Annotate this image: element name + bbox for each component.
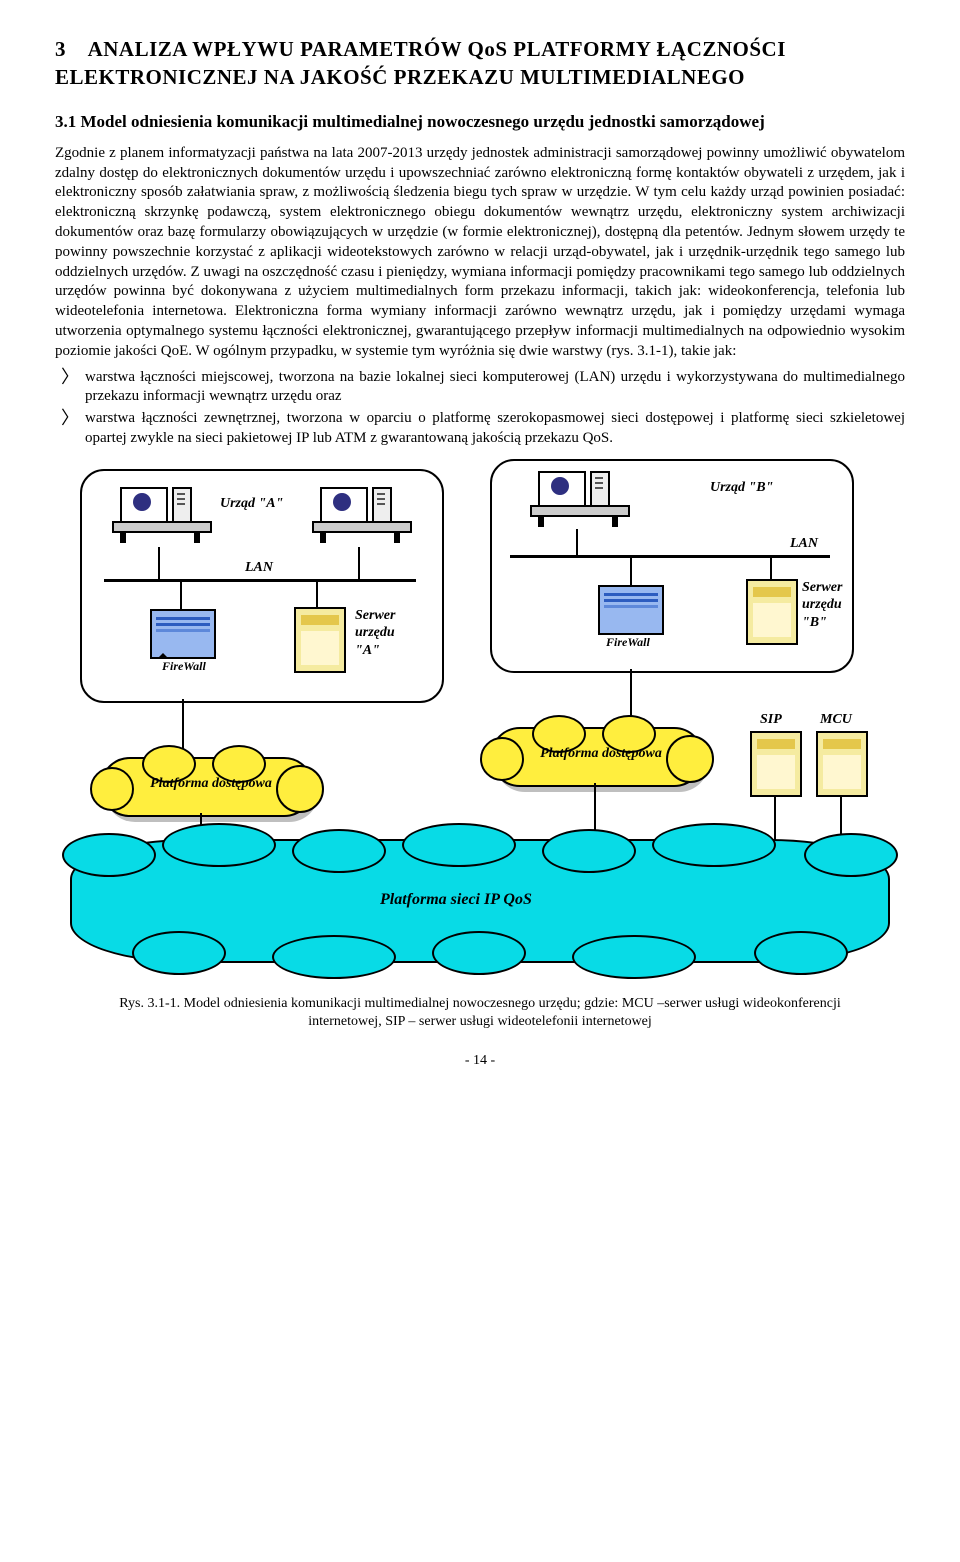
chapter-title: ANALIZA WPŁYWU PARAMETRÓW QoS PLATFORMY … — [55, 37, 786, 89]
firewall-label-b: FireWall — [606, 635, 650, 651]
mcu-label: MCU — [820, 711, 852, 729]
figure: Urząd "A" LAN FireWall Serwer urzędu "A"… — [70, 459, 890, 979]
workstation-icon — [530, 471, 650, 533]
ip-qos-label: Platforma sieci IP QoS — [380, 889, 532, 910]
lan-line — [510, 555, 830, 558]
workstation-icon — [112, 487, 232, 549]
bullet-list: warstwa łączności miejscowej, tworzona n… — [55, 368, 905, 449]
lan-label-a: LAN — [245, 559, 273, 577]
access-platform-label-b: Platforma dostępowa — [516, 745, 686, 763]
server-b-label: Serwer urzędu "B" — [802, 579, 842, 632]
section-number: 3.1 — [55, 112, 76, 131]
page-number: - 14 - — [55, 1052, 905, 1070]
server-a-icon — [294, 607, 346, 673]
body-paragraph: Zgodnie z planem informatyzacji państwa … — [55, 144, 905, 362]
figure-caption: Rys. 3.1-1. Model odniesienia komunikacj… — [95, 995, 865, 1032]
firewall-label-a: FireWall — [162, 659, 206, 675]
lan-line — [104, 579, 416, 582]
list-item: warstwa łączności zewnętrznej, tworzona … — [55, 409, 905, 449]
chapter-number: 3 — [55, 36, 83, 64]
office-b-label: Urząd "B" — [710, 479, 773, 497]
section-heading: 3.1 Model odniesienia komunikacji multim… — [55, 111, 905, 133]
server-b-icon — [746, 579, 798, 645]
list-item: warstwa łączności miejscowej, tworzona n… — [55, 368, 905, 408]
server-a-label: Serwer urzędu "A" — [355, 607, 395, 660]
workstation-icon — [312, 487, 432, 549]
section-title: Model odniesienia komunikacji multimedia… — [81, 112, 765, 131]
sip-label: SIP — [760, 711, 782, 729]
access-platform-label-a: Platforma dostępowa — [126, 775, 296, 793]
sip-server-icon — [750, 731, 802, 797]
mcu-server-icon — [816, 731, 868, 797]
lan-label-b: LAN — [790, 535, 818, 553]
chapter-heading: 3 ANALIZA WPŁYWU PARAMETRÓW QoS PLATFORM… — [55, 36, 905, 91]
firewall-icon — [598, 585, 664, 635]
